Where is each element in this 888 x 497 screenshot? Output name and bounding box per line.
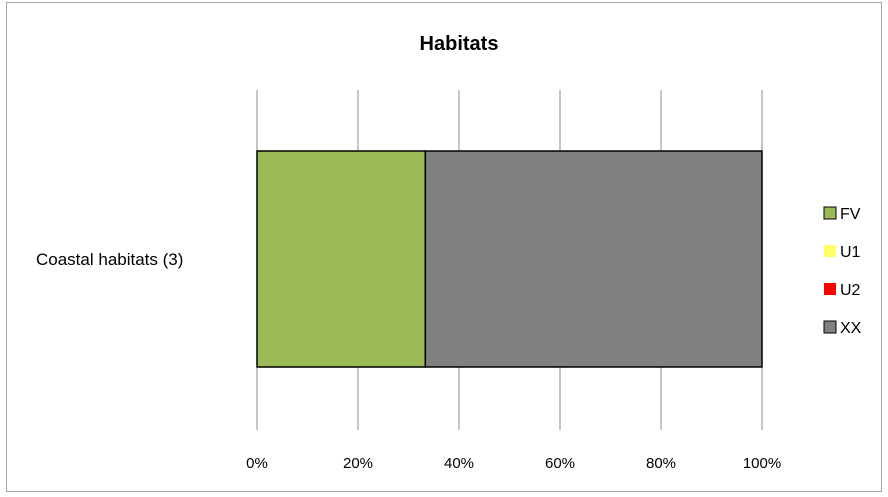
legend-swatch-u1 <box>824 245 836 257</box>
legend-label-fv: FV <box>840 206 861 223</box>
x-tick-label: 60% <box>545 455 575 472</box>
x-tick-label: 40% <box>444 455 474 472</box>
x-tick-label: 80% <box>646 455 676 472</box>
bar-segment-xx <box>424 150 763 368</box>
x-tick-label: 20% <box>343 455 373 472</box>
bar-segment-fv <box>256 150 427 368</box>
x-tick-label: 0% <box>246 455 268 472</box>
legend-label-xx: XX <box>840 320 862 337</box>
x-tick-label: 100% <box>743 455 781 472</box>
legend-label-u1: U1 <box>840 244 861 261</box>
bars <box>256 150 763 368</box>
legend-swatch-fv <box>823 206 837 220</box>
legend-swatch-u2 <box>824 283 836 295</box>
category-label: Coastal habitats (3) <box>36 250 183 269</box>
legend-swatch-xx <box>823 320 837 334</box>
legend: FV U1 U2 XX <box>823 206 862 337</box>
category-labels: Coastal habitats (3) <box>36 250 183 269</box>
legend-label-u2: U2 <box>840 282 861 299</box>
x-tick-labels: 0% 20% 40% 60% 80% 100% <box>246 455 781 472</box>
chart-title: Habitats <box>420 33 499 55</box>
